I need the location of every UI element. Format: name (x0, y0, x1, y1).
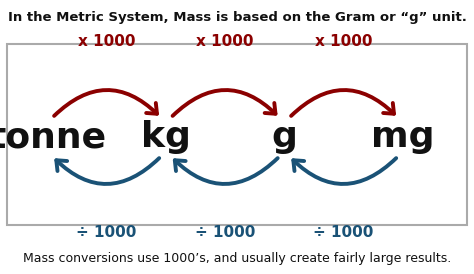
Text: kg: kg (141, 120, 191, 154)
FancyArrowPatch shape (291, 90, 394, 116)
FancyArrowPatch shape (175, 158, 278, 184)
Text: x 1000: x 1000 (78, 34, 136, 48)
Text: ÷ 1000: ÷ 1000 (313, 226, 374, 240)
Text: tonne: tonne (0, 120, 107, 154)
FancyArrowPatch shape (293, 158, 396, 184)
Text: Mass conversions use 1000’s, and usually create fairly large results.: Mass conversions use 1000’s, and usually… (23, 252, 451, 266)
Text: mg: mg (371, 120, 435, 154)
Text: In the Metric System, Mass is based on the Gram or “g” unit.: In the Metric System, Mass is based on t… (8, 11, 466, 24)
Bar (7, 44, 467, 225)
FancyArrowPatch shape (56, 158, 159, 184)
Text: g: g (272, 120, 297, 154)
Text: ÷ 1000: ÷ 1000 (195, 226, 255, 240)
Text: x 1000: x 1000 (196, 34, 254, 48)
FancyArrowPatch shape (173, 90, 275, 116)
Text: x 1000: x 1000 (315, 34, 373, 48)
Text: ÷ 1000: ÷ 1000 (76, 226, 137, 240)
FancyArrowPatch shape (54, 90, 157, 116)
